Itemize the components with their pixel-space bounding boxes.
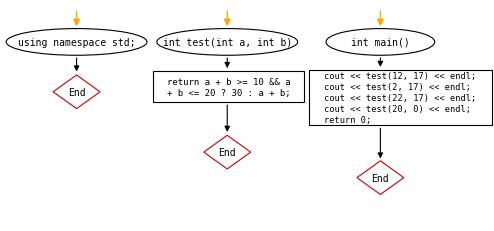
FancyBboxPatch shape xyxy=(309,70,492,126)
Text: cout << test(12, 17) << endl;
cout << test(2, 17) << endl;
cout << test(22, 17) : cout << test(12, 17) << endl; cout << te… xyxy=(324,72,476,125)
Text: End: End xyxy=(68,87,85,97)
Ellipse shape xyxy=(6,30,147,56)
Polygon shape xyxy=(204,136,251,169)
FancyBboxPatch shape xyxy=(153,72,304,103)
Text: return a + b >= 10 && a
+ b <= 20 ? 30 : a + b;: return a + b >= 10 && a + b <= 20 ? 30 :… xyxy=(166,77,290,97)
Text: End: End xyxy=(218,147,236,158)
Ellipse shape xyxy=(157,30,297,56)
Polygon shape xyxy=(357,161,404,195)
Ellipse shape xyxy=(326,30,435,56)
Text: End: End xyxy=(371,173,389,183)
Text: using namespace std;: using namespace std; xyxy=(18,38,135,48)
Text: int main(): int main() xyxy=(351,38,410,48)
Text: int test(int a, int b): int test(int a, int b) xyxy=(163,38,292,48)
Polygon shape xyxy=(53,76,100,109)
